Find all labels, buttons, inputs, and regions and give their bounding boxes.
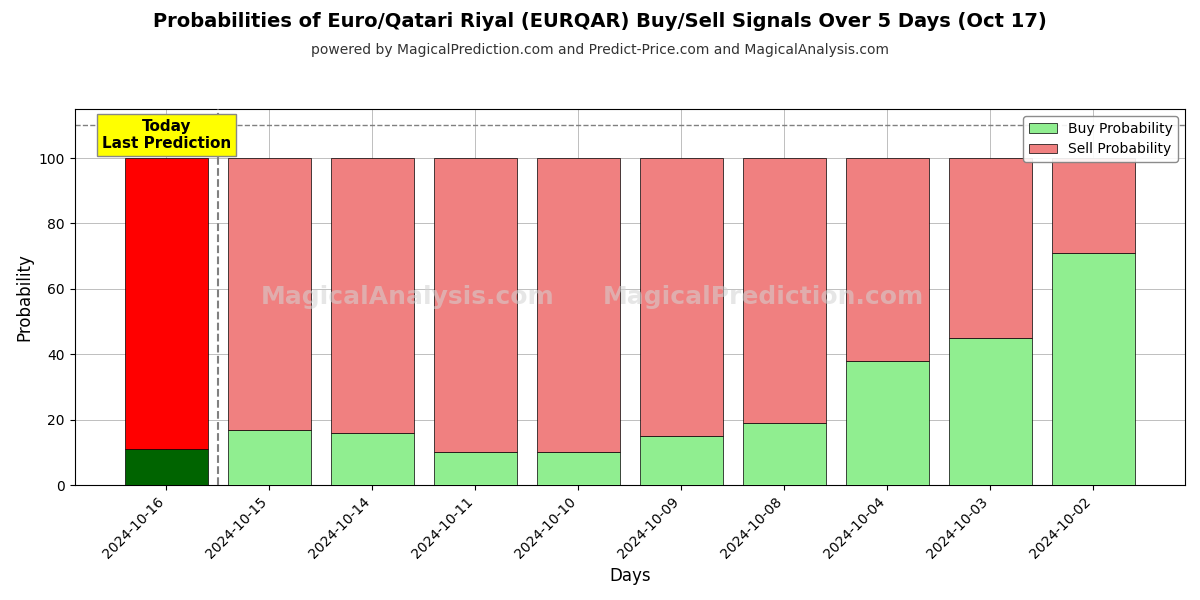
Bar xyxy=(538,158,619,452)
Bar xyxy=(640,436,722,485)
Bar xyxy=(743,423,826,485)
Text: Today
Last Prediction: Today Last Prediction xyxy=(102,119,230,151)
Y-axis label: Probability: Probability xyxy=(16,253,34,341)
Bar xyxy=(125,158,208,449)
Bar xyxy=(228,158,311,430)
Bar xyxy=(434,452,516,485)
Bar xyxy=(434,158,516,452)
Bar xyxy=(331,158,414,433)
Bar xyxy=(538,452,619,485)
Bar xyxy=(640,158,722,436)
Bar xyxy=(949,158,1032,338)
Bar xyxy=(743,158,826,423)
Bar xyxy=(846,158,929,361)
Text: powered by MagicalPrediction.com and Predict-Price.com and MagicalAnalysis.com: powered by MagicalPrediction.com and Pre… xyxy=(311,43,889,57)
Text: MagicalPrediction.com: MagicalPrediction.com xyxy=(602,285,924,309)
Bar xyxy=(125,449,208,485)
Bar xyxy=(331,433,414,485)
X-axis label: Days: Days xyxy=(610,567,650,585)
Bar xyxy=(846,361,929,485)
Bar xyxy=(228,430,311,485)
Bar xyxy=(949,338,1032,485)
Text: Probabilities of Euro/Qatari Riyal (EURQAR) Buy/Sell Signals Over 5 Days (Oct 17: Probabilities of Euro/Qatari Riyal (EURQ… xyxy=(154,12,1046,31)
Legend: Buy Probability, Sell Probability: Buy Probability, Sell Probability xyxy=(1024,116,1178,162)
Bar xyxy=(1052,158,1134,253)
Text: MagicalAnalysis.com: MagicalAnalysis.com xyxy=(260,285,554,309)
Bar xyxy=(1052,253,1134,485)
